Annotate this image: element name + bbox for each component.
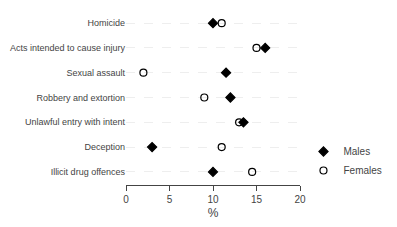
svg-text:10: 10 [207,194,219,205]
svg-text:Robbery and extortion: Robbery and extortion [36,93,125,103]
svg-text:%: % [208,206,219,220]
svg-text:Deception: Deception [84,142,125,152]
svg-text:Females: Females [343,165,381,176]
svg-text:Sexual assault: Sexual assault [66,68,125,78]
svg-text:15: 15 [251,194,263,205]
svg-text:Males: Males [343,146,370,157]
svg-text:Unlawful entry with intent: Unlawful entry with intent [25,117,126,127]
svg-text:Illicit drug offences: Illicit drug offences [51,167,126,177]
svg-text:Homicide: Homicide [87,18,125,28]
svg-text:0: 0 [123,194,129,205]
svg-text:20: 20 [294,194,306,205]
svg-text:5: 5 [167,194,173,205]
svg-text:Acts intended to cause injury: Acts intended to cause injury [10,43,126,53]
